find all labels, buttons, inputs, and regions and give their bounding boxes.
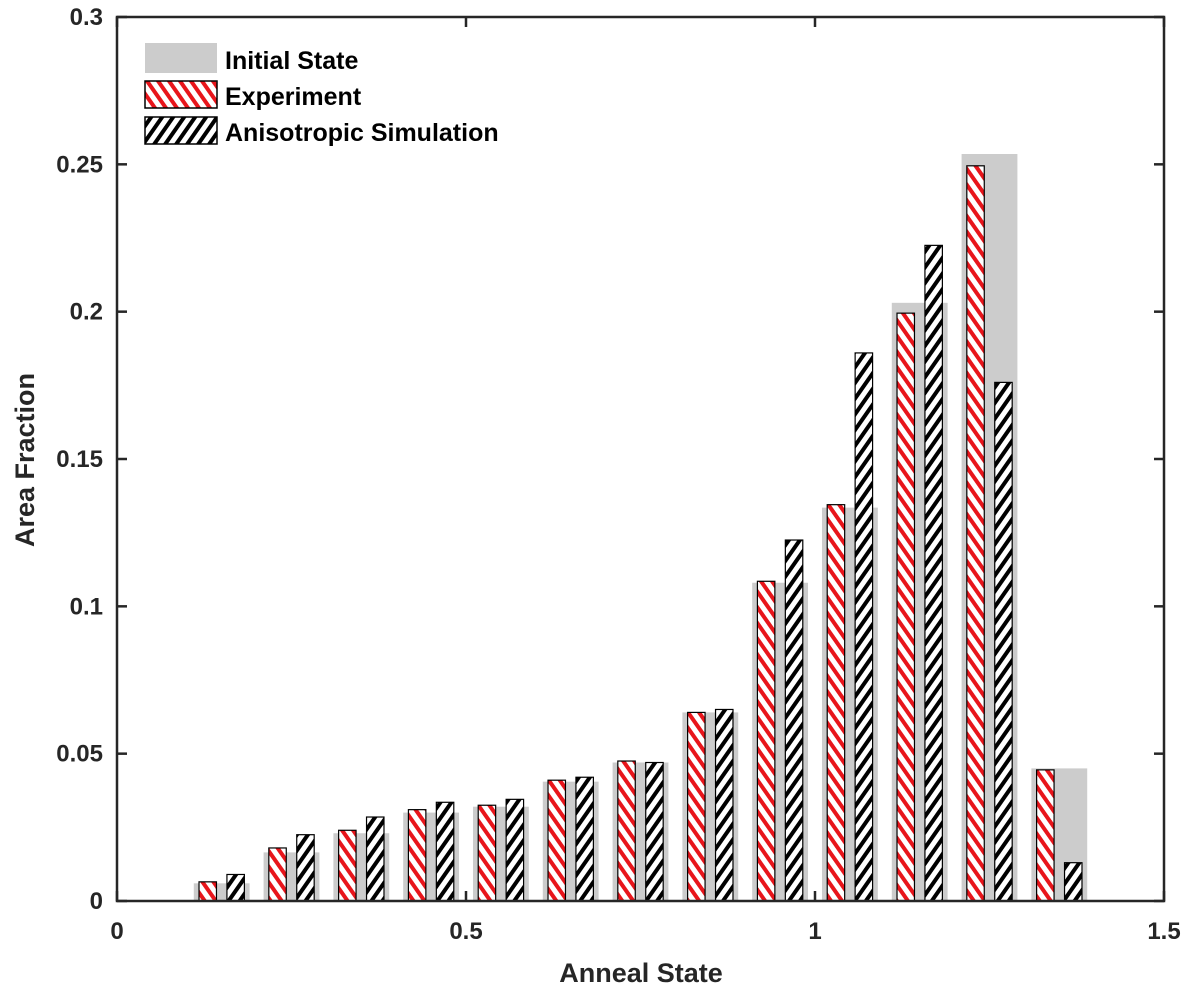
legend: Initial State Experiment Anisotropic Sim…: [144, 43, 499, 147]
x-tick-label: 1: [808, 918, 821, 945]
y-tick-label: 0: [90, 888, 103, 915]
x-tick-label: 0: [110, 918, 123, 945]
bar-anisotropic-simulation: [296, 834, 315, 902]
bar-anisotropic-simulation: [226, 873, 245, 902]
bar-anisotropic-simulation: [575, 776, 594, 902]
bar-anisotropic-simulation: [714, 708, 734, 902]
legend-label-anisotropic-simulation: Anisotropic Simulation: [225, 119, 499, 147]
x-axis-title: Anneal State: [559, 958, 723, 987]
bar-experiment: [198, 881, 218, 902]
legend-swatch-experiment: [144, 80, 218, 109]
y-axis-title: Area Fraction: [10, 373, 40, 547]
bar-experiment: [547, 779, 567, 902]
y-tick-label: 0.25: [56, 151, 103, 178]
x-tick-label: 0.5: [449, 918, 482, 945]
bar-experiment: [617, 760, 636, 902]
axes-layer: 0 0.05 0.1 0.15 0.2 0.25 0.3 0 0.5 1 1.5: [56, 4, 1180, 945]
legend-label-initial-state: Initial State: [225, 47, 358, 75]
bar-experiment: [826, 504, 846, 902]
bar-anisotropic-simulation: [924, 244, 943, 902]
bar-experiment: [687, 711, 706, 902]
bar-anisotropic-simulation: [854, 352, 874, 902]
y-tick-label: 0.1: [70, 593, 103, 620]
x-tick-label: 1.5: [1147, 918, 1180, 945]
bar-experiment: [477, 804, 497, 902]
bar-anisotropic-simulation: [784, 539, 804, 902]
legend-swatch-initial-state: [145, 43, 217, 73]
bar-experiment: [338, 829, 357, 902]
bar-experiment: [966, 165, 985, 902]
legend-label-experiment: Experiment: [225, 83, 362, 111]
y-tick-label: 0.15: [56, 446, 103, 473]
bar-experiment: [268, 847, 287, 902]
bar-anisotropic-simulation: [505, 798, 525, 902]
bar-experiment: [756, 580, 776, 902]
bar-anisotropic-simulation: [435, 801, 455, 902]
bar-experiment: [896, 312, 916, 902]
bar-anisotropic-simulation: [365, 816, 385, 902]
bar-anisotropic-simulation: [994, 381, 1013, 902]
bar-experiment: [1036, 769, 1055, 902]
legend-swatch-anisotropic-simulation: [144, 116, 218, 145]
y-tick-label: 0.2: [70, 299, 103, 326]
bars-layer: [193, 154, 1088, 902]
bar-anisotropic-simulation: [645, 761, 664, 902]
bar-experiment: [407, 809, 427, 902]
y-tick-label: 0.3: [70, 4, 103, 31]
bar-anisotropic-simulation: [1063, 862, 1083, 902]
y-tick-label: 0.05: [56, 741, 103, 768]
